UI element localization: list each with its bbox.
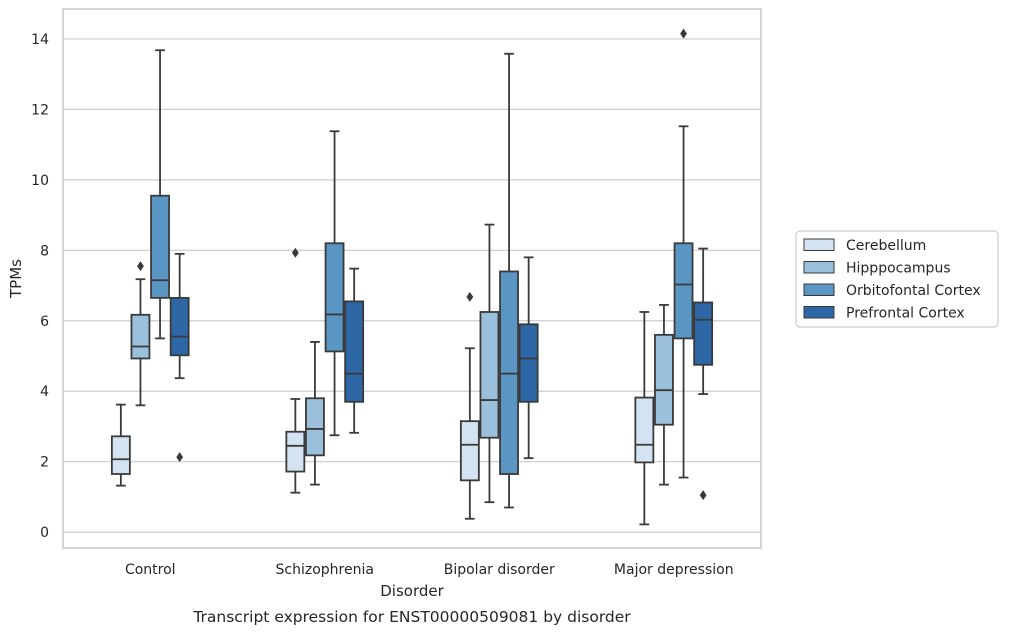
- outlier-point: [699, 490, 707, 501]
- y-tick-labels: 0 2 4 6 8 10 12 14: [31, 32, 49, 541]
- box-0-2: [459, 291, 480, 520]
- iqr-box: [459, 420, 480, 482]
- iqr-box: [110, 435, 131, 475]
- outlier-point: [680, 28, 687, 39]
- y-tick-label: 4: [40, 384, 49, 400]
- iqr-box: [324, 242, 345, 353]
- box-1-2: [479, 223, 500, 504]
- box-2-0: [150, 49, 170, 340]
- outlier-point: [466, 291, 474, 302]
- outlier-point: [137, 261, 144, 272]
- box-2-3: [673, 28, 694, 479]
- outlier-point: [176, 452, 184, 463]
- y-tick-label: 6: [40, 314, 49, 330]
- outlier-point: [291, 247, 299, 258]
- legend-label: Orbitofontal Cortex: [846, 283, 981, 299]
- box-2-2: [499, 52, 519, 509]
- box-3-3: [693, 247, 714, 501]
- figure-caption: Transcript expression for ENST0000050908…: [192, 608, 631, 626]
- box-0-1: [285, 247, 306, 494]
- plot-frame: [62, 8, 762, 549]
- iqr-box: [150, 194, 170, 299]
- y-tick-label: 2: [40, 455, 49, 471]
- iqr-box: [344, 300, 365, 403]
- iqr-box: [673, 242, 694, 340]
- box-1-3: [654, 304, 674, 486]
- legend-swatch: [803, 306, 835, 319]
- y-tick-label: 0: [40, 525, 49, 541]
- x-tick-label: Bipolar disorder: [444, 562, 555, 578]
- iqr-box: [634, 396, 655, 464]
- y-tick-label: 10: [31, 173, 49, 189]
- box-3-1: [344, 267, 365, 434]
- iqr-box: [305, 397, 325, 457]
- legend-swatch: [803, 238, 835, 251]
- iqr-box: [285, 430, 306, 473]
- box-0-3: [634, 311, 655, 526]
- iqr-box: [130, 313, 151, 360]
- box-3-0: [169, 252, 190, 463]
- iqr-box: [518, 323, 539, 403]
- iqr-box: [169, 296, 190, 357]
- box-1-1: [305, 341, 325, 486]
- legend-label: Cerebellum: [846, 238, 926, 254]
- box-3-2: [518, 256, 539, 460]
- iqr-box: [693, 301, 714, 366]
- iqr-box: [479, 311, 500, 439]
- box-groups: [110, 28, 714, 526]
- y-tick-label: 14: [31, 32, 49, 48]
- legend-label: Hipppocampus: [846, 261, 951, 277]
- box-2-1: [324, 130, 345, 437]
- x-tick-label: Major depression: [614, 562, 734, 578]
- legend-swatch: [803, 261, 835, 274]
- legend-swatch: [803, 283, 835, 296]
- iqr-box: [654, 333, 674, 426]
- x-tick-label: Control: [125, 562, 176, 578]
- x-tick-label: Schizophrenia: [276, 562, 374, 578]
- x-axis-label: Disorder: [380, 582, 444, 600]
- x-tick-labels: Control Schizophrenia Bipolar disorder Majo…: [125, 562, 734, 578]
- box-0-0: [110, 403, 131, 487]
- legend: Cerebellum Hipppocampus Orbitofontal Corte…: [795, 230, 999, 328]
- legend-label: Prefrontal Cortex: [846, 306, 965, 322]
- y-tick-label: 8: [40, 243, 49, 259]
- box-1-0: [130, 261, 151, 407]
- y-tick-label: 12: [31, 102, 49, 118]
- legend-frame: [795, 230, 999, 328]
- y-axis-label: TPMs: [7, 259, 25, 299]
